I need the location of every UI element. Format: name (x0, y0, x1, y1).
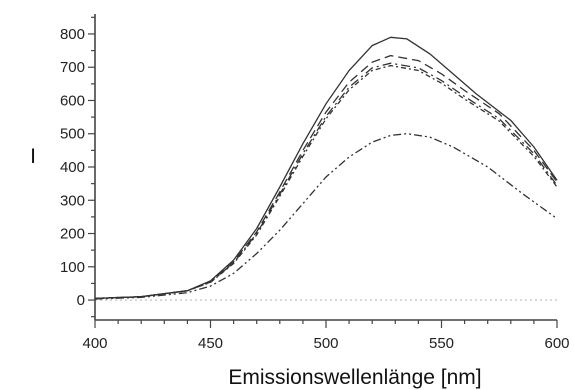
y-tick-label: 200 (60, 226, 85, 243)
series-line-5 (94, 133, 558, 300)
y-tick-label: 700 (60, 59, 85, 76)
series-line-4 (94, 64, 558, 300)
y-tick-label: 0 (77, 292, 85, 309)
y-tick-label: 800 (60, 26, 85, 43)
x-tick-label: 550 (429, 335, 454, 352)
series-line-3 (94, 62, 558, 300)
y-tick-label: 600 (60, 92, 85, 109)
series-line-1 (94, 36, 558, 300)
x-tick-label: 500 (313, 335, 338, 352)
y-tick-label: 500 (60, 126, 85, 143)
x-tick-label: 400 (82, 335, 107, 352)
x-tick-label: 450 (198, 335, 223, 352)
y-axis-label: I (30, 145, 36, 168)
y-tick-label: 400 (60, 159, 85, 176)
x-tick-label: 600 (544, 335, 569, 352)
x-axis-label: Emissionswellenlänge [nm] (228, 366, 481, 389)
y-tick-label: 100 (60, 259, 85, 276)
y-tick-label: 300 (60, 192, 85, 209)
